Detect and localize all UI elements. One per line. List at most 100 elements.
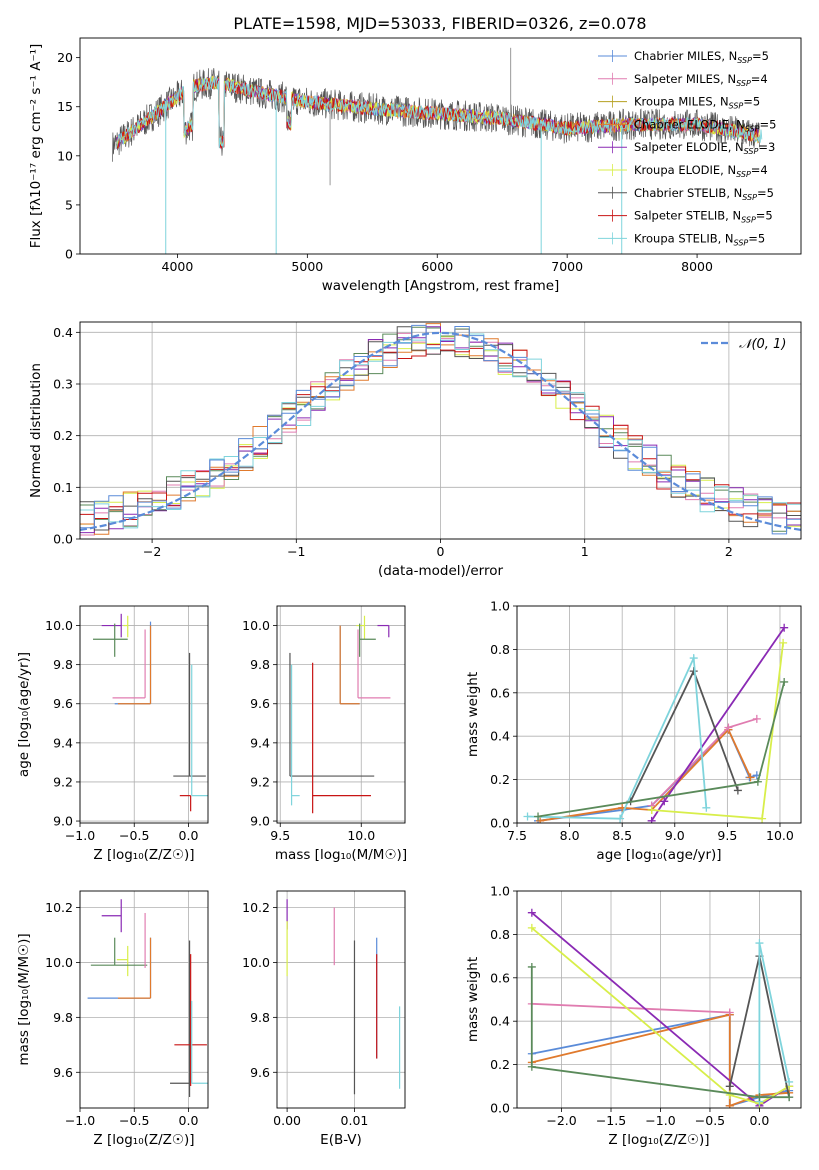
weight_vs_age-panel: 7.5 8.0 8.5 9.0 9.5 10.0 0.0 0.2 0.4 0.6 0.8 1.0 age… (465, 599, 802, 863)
weight_vs_Z-xtick-label: −0.5 (695, 1113, 725, 1128)
residuals-frame (79, 321, 802, 540)
weight_vs_Z-panel: −2.0 −1.5 −1.0 −0.5 0.0 0.0 0.2 0.4 0.6 0.8 1.0 Z [… (465, 884, 802, 1148)
weight_vs_age-point (536, 816, 545, 823)
mass_vs_Z-ylabel: mass [log₁₀(M/M☉)] (16, 933, 32, 1065)
weight_vs_Z-xtick-label: 0.0 (749, 1113, 769, 1128)
mass_vs_Z-xlabel: Z [log₁₀(Z/Z☉)] (93, 1132, 194, 1148)
weight_vs_age-ytick-label: 0.2 (490, 772, 510, 787)
residuals-ytick-label: 0.2 (53, 428, 73, 443)
weight_vs_age-point (523, 812, 532, 821)
weight_vs_Z-point (725, 1008, 734, 1017)
spectrum-xtick-label: 7000 (551, 259, 583, 274)
weight_vs_age-plot-area (523, 623, 789, 823)
legend-label: Chabrier STELIB, NSSP=5 (634, 186, 774, 202)
spectrum-xlabel: wavelength [Angstrom, rest frame] (322, 278, 560, 294)
residuals-xtick-label: 2 (725, 544, 733, 559)
mass_vs_Z-ytick-label: 10.2 (45, 900, 73, 915)
spectrum-ytick-label: 15 (57, 99, 73, 114)
age_vs_mass-xlabel: mass [log₁₀(M/M☉)] (275, 847, 407, 863)
spectrum-frame (79, 37, 802, 255)
weight_vs_Z-ytick-label: 0.2 (490, 1057, 510, 1072)
age_vs_Z-ylabel: age [log₁₀(age/yr)] (16, 652, 32, 777)
age_vs_mass-ytick-label: 10.0 (242, 618, 270, 633)
weight_vs_age-ytick-label: 0.0 (490, 816, 510, 831)
mass_vs_ebv-frame (276, 890, 406, 1109)
age_vs_mass-ytick-label: 9.0 (250, 814, 270, 829)
weight_vs_Z-xlabel: Z [log₁₀(Z/Z☉)] (608, 1132, 709, 1148)
weight_vs_Z-series-line (531, 1002, 730, 1014)
weight_vs_Z-point (755, 939, 764, 948)
spectrum-panel: 4000 5000 6000 7000 8000 0 5 10 15 20 wavelength [… (28, 37, 802, 294)
weight_vs_age-point (780, 623, 789, 632)
legend-label: 𝒩(0, 1) (739, 337, 786, 352)
mass_vs_Z-ytick-label: 9.8 (53, 1010, 73, 1025)
weight_vs_Z-plot-area (527, 908, 794, 1108)
age_vs_Z-ytick-label: 9.6 (53, 696, 73, 711)
weight_vs_age-point (758, 814, 767, 823)
weight_vs_age-xtick-label: 9.5 (717, 828, 737, 843)
spectrum-ylabel: Flux [fλ10⁻¹⁷ erg cm⁻² s⁻¹ A⁻¹] (28, 44, 44, 249)
mass_vs_ebv-panel: 0.00 0.01 9.6 9.8 10.0 10.2 E(B-V) (242, 890, 406, 1148)
weight_vs_age-series-line (537, 728, 758, 822)
mass_vs_ebv-plot-area (286, 899, 401, 1095)
spectrum-ytick-label: 20 (57, 50, 73, 65)
weight_vs_age-point (616, 814, 625, 823)
mass_vs_Z-xtick-label: −0.5 (119, 1113, 149, 1128)
spectrum-ytick-label: 10 (57, 148, 73, 163)
weight_vs_age-point (647, 816, 656, 823)
residuals-plot-area (80, 323, 801, 536)
legend-label: Salpeter STELIB, NSSP=5 (634, 209, 773, 225)
weight_vs_age-point (780, 677, 789, 686)
weight_vs_age-point (779, 638, 788, 647)
legend-label: Kroupa STELIB, NSSP=5 (634, 231, 765, 247)
weight_vs_Z-point (725, 1082, 734, 1091)
age_vs_Z-plot-area (93, 613, 208, 812)
weight_vs_Z-ytick-label: 0.0 (490, 1101, 510, 1116)
weight_vs_age-point (647, 805, 656, 814)
weight_vs_age-ytick-label: 0.4 (490, 729, 510, 744)
age_vs_mass-xtick-label: 10.0 (347, 828, 375, 843)
spectrum-legend: Chabrier MILES, NSSP=5 Salpeter MILES, NS… (598, 49, 776, 247)
weight_vs_age-xtick-label: 7.5 (507, 828, 527, 843)
residual-legend: 𝒩(0, 1) (701, 337, 786, 352)
spectrum-line (115, 76, 763, 149)
weight_vs_age-point (752, 714, 761, 723)
weight_vs_age-point (733, 786, 742, 795)
age_vs_Z-xtick-label: 0.0 (179, 828, 199, 843)
weight_vs_age-xtick-label: 10.0 (766, 828, 794, 843)
spectrum-xtick-label: 8000 (681, 259, 713, 274)
weight_vs_Z-point (527, 923, 536, 932)
age_vs_Z-ytick-label: 9.4 (53, 735, 73, 750)
weight_vs_age-point (746, 773, 755, 782)
residuals-ytick-label: 0.1 (53, 480, 73, 495)
mass_vs_Z-ytick-label: 9.6 (53, 1065, 73, 1080)
residuals-ylabel: Normed distribution (28, 363, 44, 498)
spectrum-ytick-label: 0 (65, 247, 73, 262)
mass_vs_Z-panel: −1.0 −0.5 0.0 9.6 9.8 10.0 10.2 Z [log₁₀(Z/Z☉)]… (16, 890, 209, 1148)
mass_vs_Z-plot-area (87, 899, 208, 1098)
mass_vs_Z-xtick-label: 0.0 (179, 1113, 199, 1128)
weight_vs_age-xtick-label: 8.5 (612, 828, 632, 843)
weight_vs_Z-point (785, 1077, 794, 1086)
weight_vs_age-ylabel: mass weight (465, 672, 481, 757)
mass_vs_ebv-xtick-label: 0.00 (273, 1113, 301, 1128)
mass_vs_Z-frame (79, 890, 209, 1109)
spectrum-plot-area (112, 47, 763, 254)
weight_vs_Z-point (527, 962, 536, 971)
weight_vs_Z-series-line (531, 927, 790, 1105)
residuals-xtick-label: 0 (437, 544, 445, 559)
age_vs_mass-xtick-label: 9.5 (270, 828, 290, 843)
spectrum-xtick-label: 6000 (421, 259, 453, 274)
weight_vs_age-point (660, 797, 669, 806)
spectrum-xtick-label: 4000 (162, 259, 194, 274)
residuals-ytick-label: 0.0 (53, 532, 73, 547)
residuals-xtick-label: 1 (581, 544, 589, 559)
mass_vs_ebv-ytick-label: 10.0 (242, 955, 270, 970)
weight_vs_age-point (534, 812, 543, 821)
weight_vs_Z-ylabel: mass weight (465, 957, 481, 1042)
weight_vs_age-series-line (527, 654, 708, 820)
weight_vs_Z-point (725, 1101, 734, 1108)
weight_vs_Z-xtick-label: −2.0 (546, 1113, 576, 1128)
